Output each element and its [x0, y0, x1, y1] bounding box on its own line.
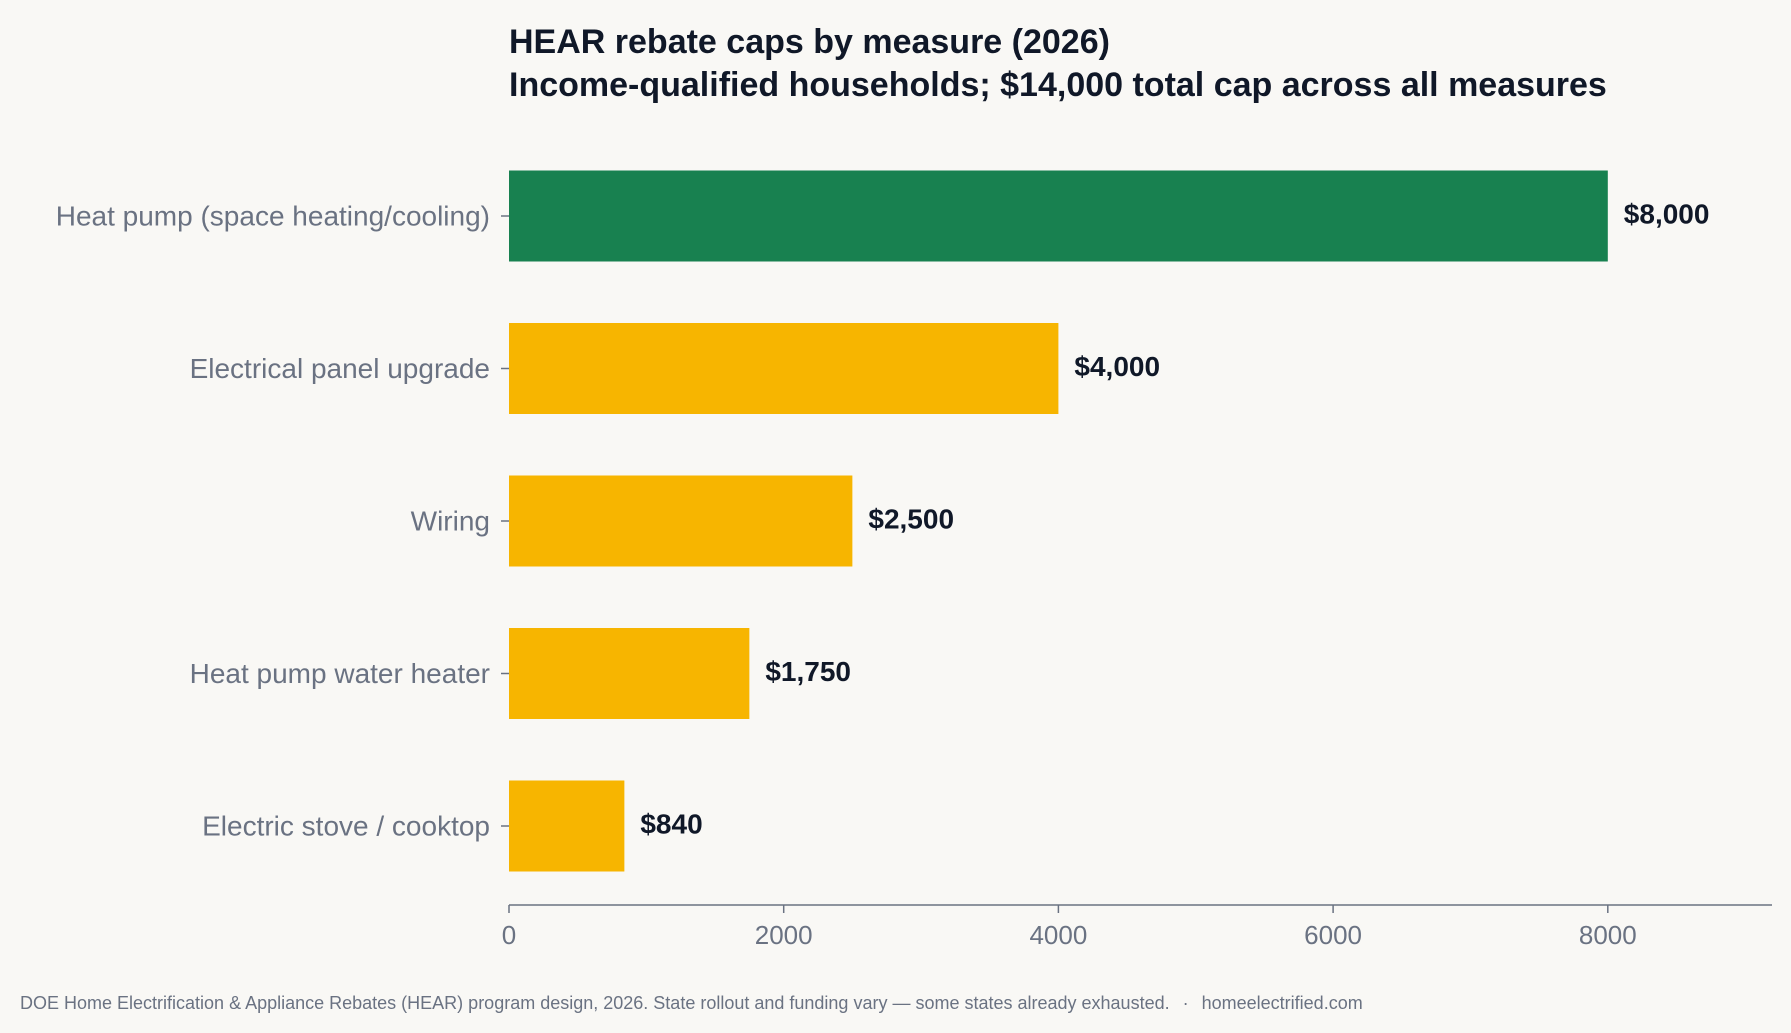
value-label: $8,000: [1624, 199, 1710, 230]
x-tick-label: 2000: [755, 920, 813, 950]
value-label: $1,750: [765, 656, 851, 687]
source-note: DOE Home Electrification & Appliance Reb…: [20, 993, 1363, 1013]
bars-layer: Heat pump (space heating/cooling) $8,000 E…: [56, 170, 1710, 872]
category-label: Wiring: [411, 506, 490, 537]
x-tick-label: 4000: [1029, 920, 1087, 950]
x-axis: 0 2000 4000 6000 8000: [502, 904, 1772, 950]
x-tick-label: 6000: [1304, 920, 1362, 950]
category-label: Electric stove / cooktop: [202, 811, 490, 842]
bar: [509, 780, 625, 872]
chart-title: HEAR rebate caps by measure (2026): [509, 23, 1110, 61]
value-label: $4,000: [1074, 351, 1160, 382]
x-tick-label: 8000: [1579, 920, 1637, 950]
x-tick-label: 0: [502, 920, 516, 950]
category-label: Heat pump water heater: [190, 658, 490, 689]
footer-separator: ·: [1183, 993, 1189, 1013]
chart-subtitle: Income-qualified households; $14,000 tot…: [509, 66, 1607, 104]
source-text: DOE Home Electrification & Appliance Reb…: [20, 993, 1170, 1013]
category-label: Heat pump (space heating/cooling): [56, 201, 490, 232]
value-label: $840: [640, 809, 702, 840]
bar: [509, 323, 1059, 414]
category-label: Electrical panel upgrade: [190, 353, 490, 384]
site-link[interactable]: homeelectrified.com: [1202, 993, 1363, 1013]
bar: [509, 475, 853, 567]
value-label: $2,500: [868, 504, 954, 535]
bar: [509, 628, 750, 719]
bar: [509, 170, 1608, 262]
